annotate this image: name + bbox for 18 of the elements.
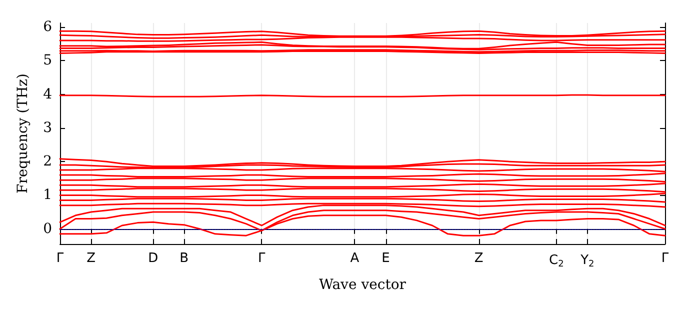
y-tick-label: 0 bbox=[43, 220, 52, 237]
x-tick-label: E bbox=[382, 251, 390, 266]
x-tick-label: D bbox=[148, 251, 158, 266]
x-tick-label: B bbox=[180, 251, 189, 266]
x-tick-label: Γ bbox=[661, 251, 670, 266]
y-tick-label: 5 bbox=[43, 52, 52, 69]
x-tick-label: Γ bbox=[258, 251, 266, 266]
y-tick-label: 1 bbox=[43, 187, 52, 204]
y-tick-label: 3 bbox=[43, 120, 52, 136]
x-axis-title: Wave vector bbox=[319, 277, 406, 293]
x-tick-label: Z bbox=[86, 251, 96, 266]
y-axis-title: Frequency (THz) bbox=[15, 73, 31, 194]
y-tick-label: 6 bbox=[43, 19, 52, 36]
x-tick-label: Z bbox=[474, 251, 484, 266]
x-tick-label: Γ bbox=[56, 251, 64, 266]
y-tick-label: 2 bbox=[43, 154, 52, 170]
x-tick-label: A bbox=[350, 251, 360, 266]
y-tick-label: 4 bbox=[43, 86, 52, 102]
